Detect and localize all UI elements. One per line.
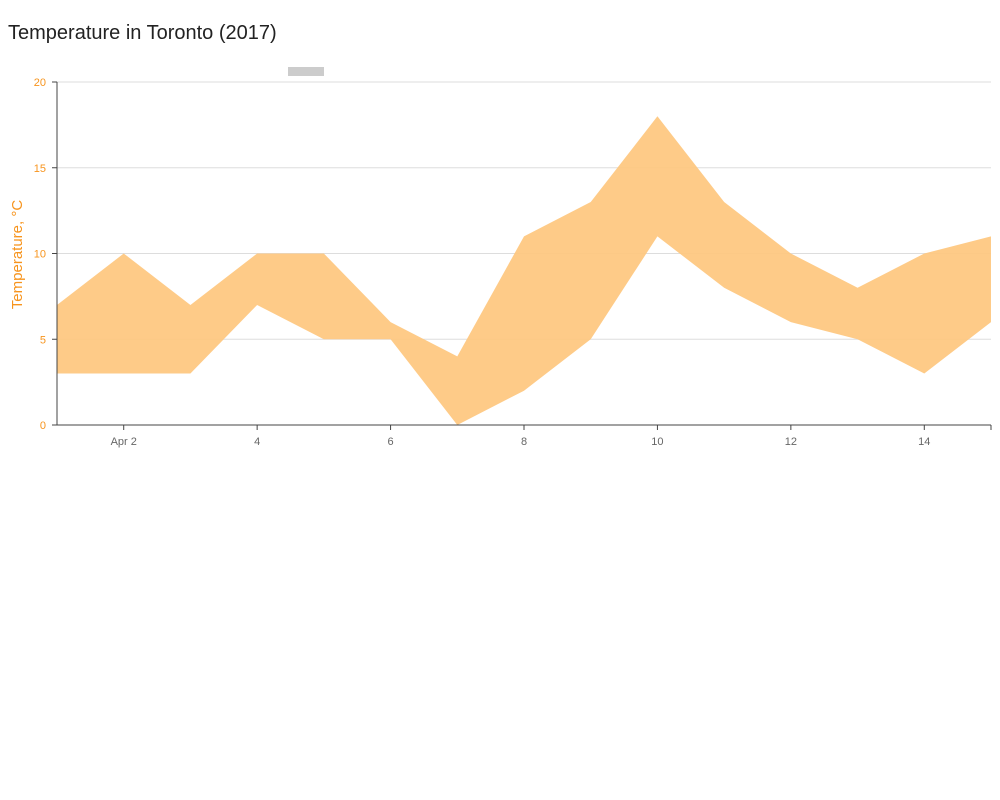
x-tick-label: 8	[521, 436, 527, 448]
low-point	[655, 234, 659, 238]
low-point	[255, 303, 259, 307]
x-tick-label: 10	[651, 436, 663, 448]
low-point	[989, 320, 993, 324]
high-point	[255, 252, 259, 256]
low-point	[922, 372, 926, 376]
x-tick-label: 6	[388, 436, 394, 448]
low-point	[389, 337, 393, 341]
series-layer	[57, 114, 993, 426]
x-tick-label: 14	[918, 436, 930, 448]
high-point	[188, 303, 192, 307]
high-point	[322, 252, 326, 256]
low-point	[522, 389, 526, 393]
y-axis-title: Temperature, °C	[9, 200, 26, 310]
high-point	[122, 252, 126, 256]
high-point	[522, 234, 526, 238]
high-point	[655, 114, 659, 118]
low-point	[322, 337, 326, 341]
x-tick-label: 12	[785, 436, 797, 448]
low-point	[789, 320, 793, 324]
low-point	[722, 286, 726, 290]
x-tick-label: 4	[254, 436, 260, 448]
y-tick-label: 20	[34, 77, 46, 89]
high-point	[989, 234, 993, 238]
high-point	[922, 252, 926, 256]
low-point	[589, 337, 593, 341]
high-point	[722, 200, 726, 204]
y-tick-label: 10	[34, 249, 46, 261]
low-point	[188, 372, 192, 376]
high-point	[455, 354, 459, 358]
high-point	[856, 286, 860, 290]
y-tick-label: 5	[40, 334, 46, 346]
high-point	[789, 252, 793, 256]
axis-layer: 0 5 10 15 20 Apr 2 4 6 8 10 12 14	[34, 77, 992, 448]
chart-title: Temperature in Toronto (2017)	[8, 22, 277, 44]
x-tick-label: Apr 2	[111, 436, 137, 448]
temperature-range-area	[57, 116, 991, 426]
y-tick-label: 0	[40, 420, 46, 432]
low-point	[856, 337, 860, 341]
low-point	[122, 372, 126, 376]
high-point	[389, 320, 393, 324]
high-point	[589, 200, 593, 204]
y-tick-label: 15	[34, 163, 46, 175]
legend-swatch[interactable]	[288, 67, 324, 76]
